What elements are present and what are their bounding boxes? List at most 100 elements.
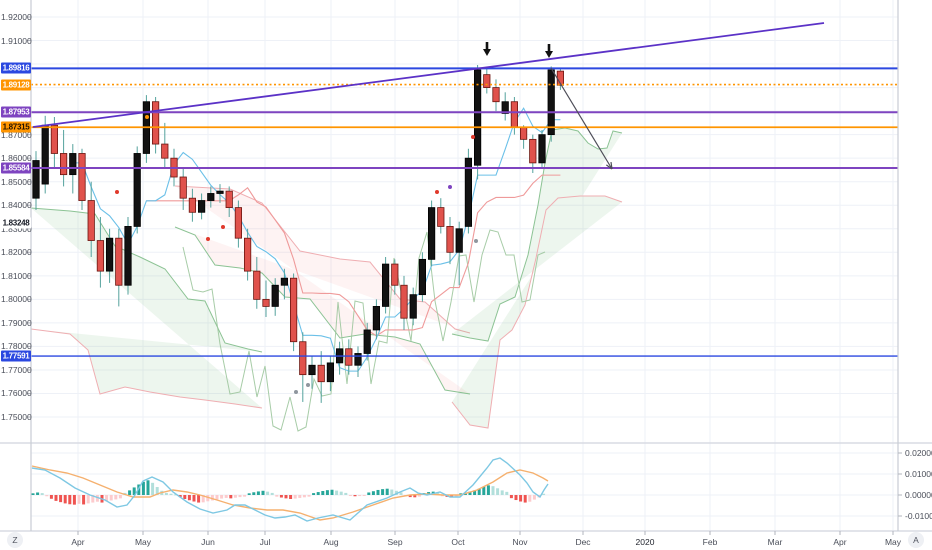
price-tick-label: 1.75000	[1, 412, 32, 422]
time-tick-label: Dec	[575, 537, 591, 547]
candlestick-series	[32, 65, 565, 403]
macd-histogram-bar	[367, 492, 371, 495]
price-tick-label: 1.87000	[1, 129, 32, 140]
macd-histogram-bar	[450, 495, 454, 498]
gray-dot-marker	[306, 383, 310, 387]
red-dot-marker	[115, 190, 119, 194]
macd-histogram-bar	[348, 495, 352, 496]
ichimoku-cloud	[31, 208, 262, 408]
price-level-label[interactable]: 1.89128	[1, 79, 31, 91]
tenkan-line	[72, 107, 561, 372]
macd-histogram-bar	[298, 495, 302, 498]
time-tick-label: Aug	[323, 537, 339, 547]
macd-histogram-bar	[233, 495, 237, 498]
candle-body	[363, 329, 371, 354]
macd-histogram-bar	[413, 495, 417, 498]
macd-histogram-bar	[330, 489, 334, 495]
macd-histogram-bar	[279, 495, 283, 498]
macd-histogram-bar	[40, 493, 44, 495]
macd-histogram-bar	[114, 495, 118, 500]
macd-histogram-bar	[91, 495, 95, 503]
time-tick-label: Jul	[259, 537, 271, 547]
drawn-projection-arrow[interactable]	[550, 67, 613, 170]
candle-body	[60, 153, 68, 176]
price-level-label[interactable]: 1.87315	[1, 121, 31, 133]
candle-body	[510, 101, 519, 128]
macd-histogram-bar	[542, 493, 546, 495]
macd-histogram-bar	[229, 495, 233, 499]
red-dot-marker	[471, 135, 475, 139]
macd-histogram-bar	[77, 495, 81, 504]
timezone-button[interactable]: Z	[7, 532, 23, 548]
macd-histogram-bar	[321, 491, 325, 495]
price-tick-label: 1.80000	[1, 294, 32, 305]
candle-body	[161, 143, 169, 159]
macd-histogram-bar	[118, 495, 122, 499]
macd-histogram-bar	[256, 491, 260, 495]
candle-body	[308, 364, 316, 376]
macd-histogram-bar	[496, 488, 500, 495]
candle-body	[280, 277, 289, 286]
price-tick-label: 1.82000	[1, 247, 32, 258]
macd-histogram-bar	[252, 492, 256, 495]
macd-histogram-bar	[68, 495, 72, 505]
macd-histogram-bar	[353, 495, 357, 497]
candle-body	[400, 284, 408, 319]
macd-histogram-bar	[505, 491, 509, 495]
macd-histogram-bar	[468, 491, 472, 495]
candle-body	[253, 270, 261, 300]
macd-histogram-bar	[316, 492, 320, 495]
price-tick-label: 1.77000	[1, 364, 32, 375]
price-level-label[interactable]: 1.89816	[1, 62, 31, 74]
macd-histogram-bar	[519, 495, 523, 502]
candle-body	[115, 237, 123, 286]
time-tick-label: Mar	[767, 537, 783, 547]
macd-histogram-bar	[514, 495, 518, 501]
price-level-label[interactable]: 1.85584	[1, 162, 31, 174]
candle-body	[96, 240, 104, 272]
candle-body	[262, 298, 270, 307]
price-tick-label: 1.81000	[1, 270, 32, 281]
cloud-top-edge	[451, 127, 623, 342]
candle-body	[32, 160, 40, 199]
macd-histogram-bar	[86, 495, 90, 504]
macd-histogram-bar	[358, 495, 362, 497]
ichimoku-cloud	[452, 128, 622, 428]
floating-price-label: 1.83248	[1, 217, 31, 229]
candle-body	[501, 101, 509, 114]
macd-histogram-bar	[477, 488, 481, 495]
down-arrow-marker[interactable]	[483, 42, 491, 56]
candle-body	[409, 294, 417, 319]
macd-pane[interactable]	[31, 457, 549, 522]
candle-body	[520, 127, 528, 140]
candle-body	[133, 153, 141, 227]
time-tick-label: Nov	[512, 537, 528, 547]
price-level-label[interactable]: 1.77591	[1, 350, 31, 362]
candle-body	[547, 69, 555, 136]
macd-histogram-bar	[509, 495, 513, 499]
candle-body	[225, 190, 233, 208]
candle-body	[87, 200, 95, 241]
candle-body	[151, 101, 160, 145]
candle-body	[381, 263, 390, 307]
down-arrow-marker[interactable]	[545, 44, 553, 58]
price-level-label[interactable]: 1.87953	[1, 106, 31, 118]
macd-histogram-bar	[243, 495, 247, 497]
price-tick-label: 1.86000	[1, 153, 32, 164]
candle-body	[326, 362, 335, 383]
candle-body	[299, 341, 307, 376]
candle-body	[289, 277, 298, 343]
macd-histogram-bar	[399, 492, 403, 495]
candle-body	[188, 197, 196, 213]
macd-histogram-bar	[275, 495, 279, 497]
macd-histogram-bar	[151, 482, 155, 495]
trend-line[interactable]	[32, 22, 825, 128]
main-pane[interactable]	[31, 65, 623, 432]
candle-body	[216, 190, 224, 194]
candle-body	[243, 237, 252, 272]
autoscale-button[interactable]: A	[908, 532, 924, 548]
kijun-line	[146, 174, 561, 337]
candle-body	[372, 306, 381, 331]
